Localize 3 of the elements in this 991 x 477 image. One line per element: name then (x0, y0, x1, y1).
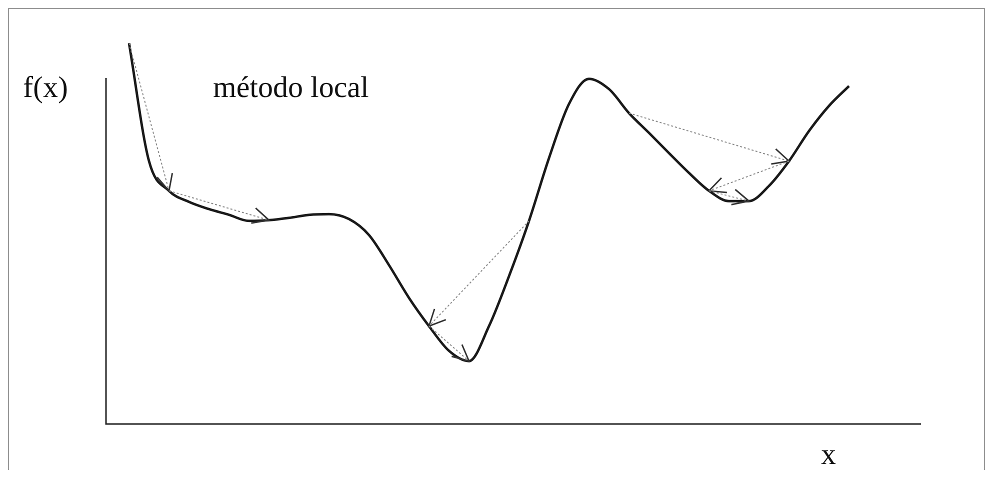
x-axis-title: x (821, 438, 836, 471)
annotation: método local (213, 71, 369, 104)
y-axis-title: f(x) (23, 71, 68, 104)
